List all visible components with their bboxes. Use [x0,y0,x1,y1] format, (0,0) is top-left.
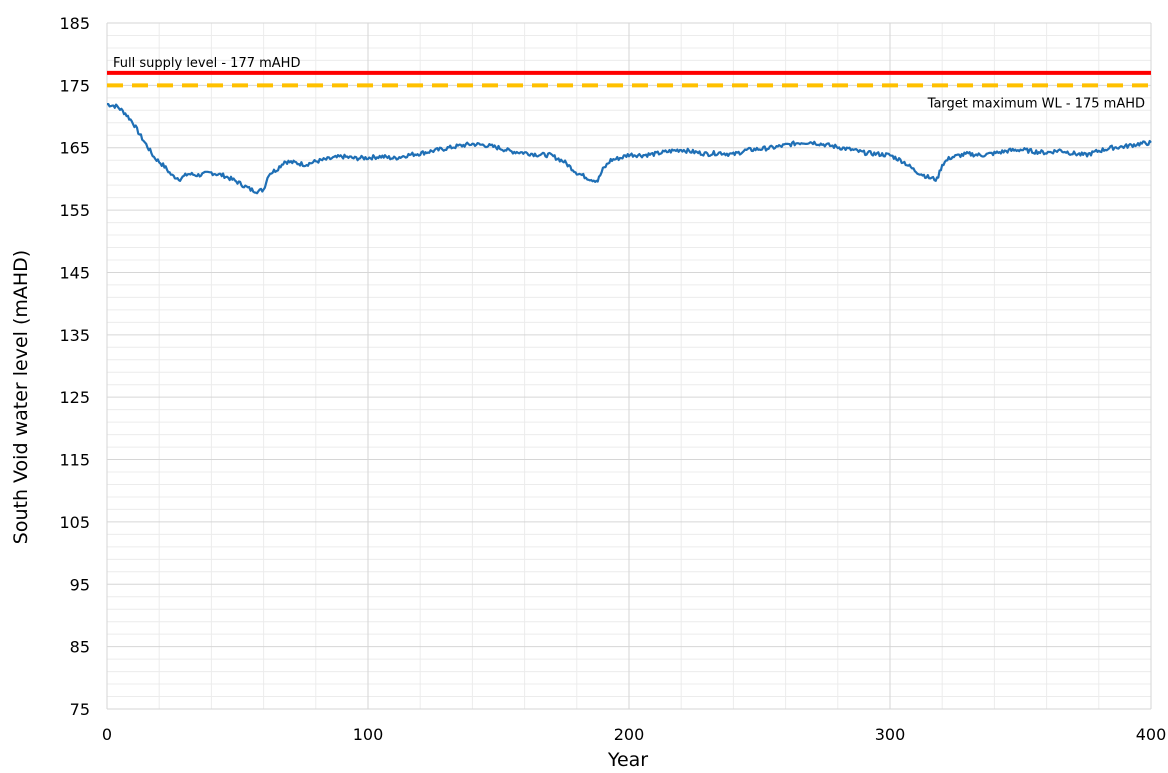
y-tick-label: 155 [59,201,90,220]
y-tick-label: 85 [70,638,90,657]
full-supply-level-label: Full supply level - 177 mAHD [113,56,300,71]
x-tick-label: 0 [102,725,112,744]
target-maximum-wl-label: Target maximum WL - 175 mAHD [927,96,1145,111]
y-tick-label: 125 [59,388,90,407]
x-axis-title: Year [607,749,648,771]
y-tick-label: 75 [70,700,90,719]
y-axis-title: South Void water level (mAHD) [10,250,32,544]
x-tick-label: 200 [614,725,645,744]
y-tick-label: 145 [59,263,90,282]
y-tick-label: 105 [59,513,90,532]
series-layer [107,103,1152,195]
x-tick-label: 100 [353,725,384,744]
y-tick-label: 95 [70,575,90,594]
y-tick-label: 135 [59,326,90,345]
reference-lines [107,70,1151,88]
reference-line-labels: Full supply level - 177 mAHD Target maxim… [113,56,1145,111]
x-tick-labels: 0 100 200 300 400 [102,725,1166,744]
x-tick-label: 300 [875,725,906,744]
y-tick-label: 115 [59,451,90,470]
major-gridlines [106,22,1152,710]
x-tick-label: 400 [1136,725,1167,744]
water-level-series-line [107,103,1152,195]
y-tick-labels: 75 85 95 105 115 125 135 145 155 165 175 185 [59,14,90,719]
y-tick-label: 185 [59,14,90,33]
y-tick-label: 165 [59,139,90,158]
y-tick-label: 175 [59,76,90,95]
